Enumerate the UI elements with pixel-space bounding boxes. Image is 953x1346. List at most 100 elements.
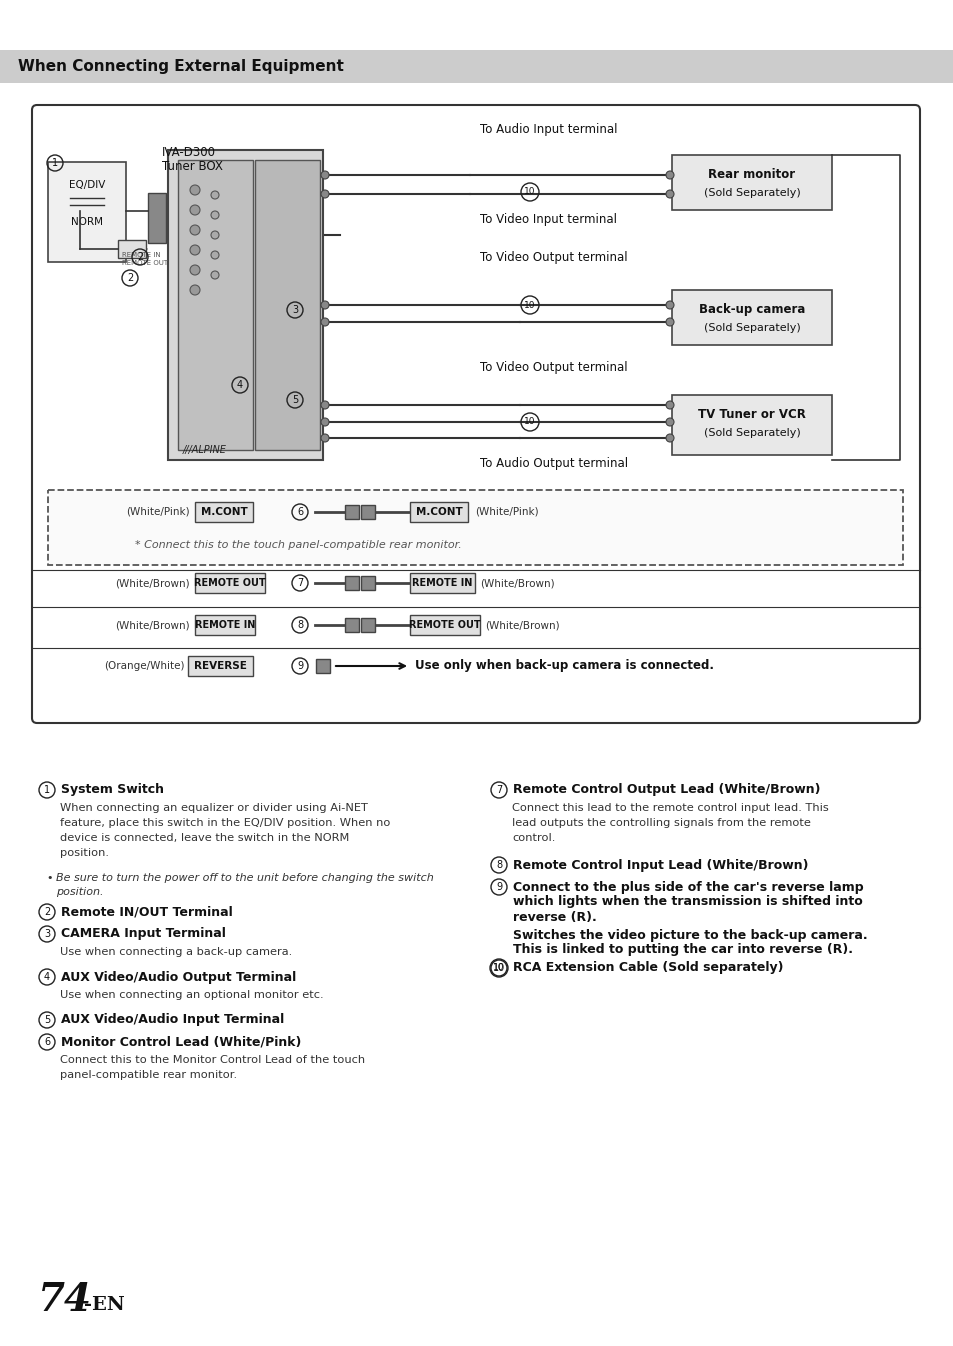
Circle shape: [665, 318, 673, 326]
Text: 2: 2: [127, 273, 133, 283]
Text: 9: 9: [496, 882, 501, 892]
Text: To Audio Output terminal: To Audio Output terminal: [479, 456, 627, 470]
Text: AUX Video/Audio Input Terminal: AUX Video/Audio Input Terminal: [61, 1014, 284, 1027]
Text: IVA-D300: IVA-D300: [162, 145, 215, 159]
FancyBboxPatch shape: [148, 192, 166, 244]
Circle shape: [665, 190, 673, 198]
Circle shape: [190, 205, 200, 215]
Text: Connect this lead to the remote control input lead. This: Connect this lead to the remote control …: [512, 804, 828, 813]
Circle shape: [211, 191, 219, 199]
Text: position.: position.: [56, 887, 103, 896]
Text: TV Tuner or VCR: TV Tuner or VCR: [698, 408, 805, 421]
Text: Use when connecting an optional monitor etc.: Use when connecting an optional monitor …: [60, 991, 323, 1000]
Text: Use only when back-up camera is connected.: Use only when back-up camera is connecte…: [415, 660, 713, 673]
Circle shape: [190, 285, 200, 295]
Text: (White/Brown): (White/Brown): [115, 577, 190, 588]
FancyBboxPatch shape: [254, 160, 319, 450]
Text: Switches the video picture to the back-up camera.: Switches the video picture to the back-u…: [513, 929, 866, 941]
Circle shape: [190, 245, 200, 254]
Text: Use when connecting a back-up camera.: Use when connecting a back-up camera.: [60, 948, 292, 957]
Text: Monitor Control Lead (White/Pink): Monitor Control Lead (White/Pink): [61, 1035, 301, 1049]
Text: 5: 5: [292, 394, 297, 405]
Text: Rear monitor: Rear monitor: [708, 168, 795, 182]
Text: Remote IN/OUT Terminal: Remote IN/OUT Terminal: [61, 906, 233, 918]
Text: 7: 7: [296, 577, 303, 588]
Text: (White/Brown): (White/Brown): [484, 621, 559, 630]
FancyBboxPatch shape: [178, 160, 253, 450]
Text: To Audio Input terminal: To Audio Input terminal: [479, 124, 617, 136]
Text: ///ALPINE: ///ALPINE: [183, 446, 227, 455]
FancyBboxPatch shape: [345, 576, 358, 590]
Text: When Connecting External Equipment: When Connecting External Equipment: [18, 59, 343, 74]
FancyBboxPatch shape: [118, 240, 146, 258]
Text: -EN: -EN: [84, 1296, 125, 1314]
Text: (Sold Separately): (Sold Separately): [703, 428, 800, 437]
Text: EQ/DIV: EQ/DIV: [69, 180, 105, 190]
FancyBboxPatch shape: [671, 155, 831, 210]
Text: Be sure to turn the power off to the unit before changing the switch: Be sure to turn the power off to the uni…: [56, 874, 434, 883]
Text: control.: control.: [512, 833, 555, 843]
Text: feature, place this switch in the EQ/DIV position. When no: feature, place this switch in the EQ/DIV…: [60, 818, 390, 828]
Circle shape: [190, 265, 200, 275]
Text: 6: 6: [296, 507, 303, 517]
Text: reverse (R).: reverse (R).: [513, 910, 597, 923]
Text: 74: 74: [38, 1281, 91, 1319]
Text: 5: 5: [44, 1015, 51, 1026]
FancyBboxPatch shape: [315, 660, 330, 673]
Text: To Video Input terminal: To Video Input terminal: [479, 214, 617, 226]
Text: 10: 10: [524, 300, 536, 310]
Circle shape: [665, 302, 673, 310]
Text: (Orange/White): (Orange/White): [105, 661, 185, 672]
Text: device is connected, leave the switch in the NORM: device is connected, leave the switch in…: [60, 833, 349, 843]
Text: Remote Control Input Lead (White/Brown): Remote Control Input Lead (White/Brown): [513, 859, 807, 871]
Text: REMOTE IN: REMOTE IN: [412, 577, 472, 588]
Text: lead outputs the controlling signals from the remote: lead outputs the controlling signals fro…: [512, 818, 810, 828]
Circle shape: [320, 302, 329, 310]
Text: panel-compatible rear monitor.: panel-compatible rear monitor.: [60, 1070, 237, 1079]
Text: When connecting an equalizer or divider using Ai-NET: When connecting an equalizer or divider …: [60, 804, 368, 813]
FancyBboxPatch shape: [194, 615, 254, 635]
Text: RCA Extension Cable (Sold separately): RCA Extension Cable (Sold separately): [513, 961, 782, 975]
Circle shape: [320, 401, 329, 409]
Text: Connect to the plus side of the car's reverse lamp: Connect to the plus side of the car's re…: [513, 880, 862, 894]
Text: (Sold Separately): (Sold Separately): [703, 323, 800, 332]
Text: 3: 3: [292, 306, 297, 315]
Text: M.CONT: M.CONT: [416, 507, 462, 517]
Circle shape: [211, 271, 219, 279]
FancyBboxPatch shape: [410, 573, 475, 594]
Text: (White/Pink): (White/Pink): [126, 507, 190, 517]
FancyBboxPatch shape: [48, 490, 902, 565]
Text: REVERSE: REVERSE: [193, 661, 246, 672]
FancyBboxPatch shape: [671, 289, 831, 345]
Text: 10: 10: [524, 417, 536, 427]
Text: * Connect this to the touch panel-compatible rear monitor.: * Connect this to the touch panel-compat…: [135, 540, 461, 551]
Text: 2: 2: [136, 252, 143, 262]
Circle shape: [190, 184, 200, 195]
FancyBboxPatch shape: [188, 656, 253, 676]
Circle shape: [320, 433, 329, 441]
Circle shape: [665, 433, 673, 441]
FancyBboxPatch shape: [345, 618, 358, 633]
Text: 1: 1: [51, 157, 58, 168]
Text: Connect this to the Monitor Control Lead of the touch: Connect this to the Monitor Control Lead…: [60, 1055, 365, 1065]
Text: REMOTE OUT: REMOTE OUT: [122, 260, 168, 267]
Text: 4: 4: [236, 380, 243, 390]
Text: Tuner BOX: Tuner BOX: [162, 160, 223, 174]
Text: 7: 7: [496, 785, 501, 795]
Circle shape: [665, 401, 673, 409]
FancyBboxPatch shape: [360, 618, 375, 633]
Text: To Video Output terminal: To Video Output terminal: [479, 252, 627, 265]
Text: Back-up camera: Back-up camera: [699, 303, 804, 316]
Text: 4: 4: [44, 972, 50, 983]
Circle shape: [211, 250, 219, 258]
Text: 2: 2: [44, 907, 51, 917]
Text: CAMERA Input Terminal: CAMERA Input Terminal: [61, 927, 226, 941]
Text: REMOTE IN: REMOTE IN: [194, 621, 254, 630]
FancyBboxPatch shape: [360, 505, 375, 520]
Text: System Switch: System Switch: [61, 783, 164, 797]
Text: 9: 9: [296, 661, 303, 672]
Text: (White/Brown): (White/Brown): [115, 621, 190, 630]
Text: NORM: NORM: [71, 217, 103, 227]
Text: Remote Control Output Lead (White/Brown): Remote Control Output Lead (White/Brown): [513, 783, 820, 797]
FancyBboxPatch shape: [168, 149, 323, 460]
